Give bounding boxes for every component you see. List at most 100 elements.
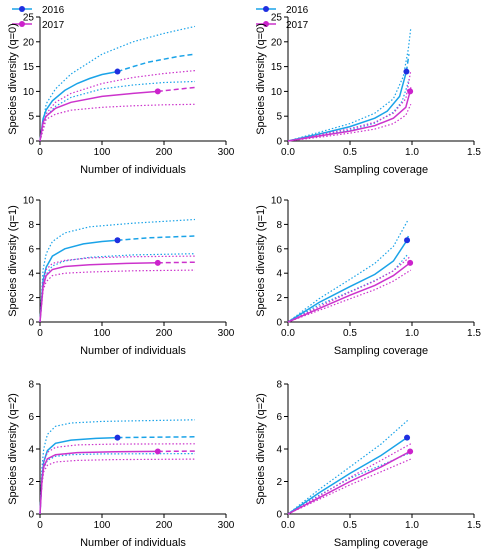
series-2017-interpolated xyxy=(287,262,411,323)
x-tick-label: 200 xyxy=(156,328,173,339)
y-tick-label: 2 xyxy=(28,293,34,304)
y-tick-label: 8 xyxy=(28,220,34,231)
x-tick-label: 0 xyxy=(37,520,43,531)
y-tick-label: 0 xyxy=(276,137,282,148)
x-tick-label: 0 xyxy=(37,147,43,158)
y-tick-label: 5 xyxy=(276,112,282,123)
y-axis-label: Species diversity (q=1) xyxy=(7,205,19,317)
y-tick-label: 15 xyxy=(23,62,35,73)
x-tick-label: 300 xyxy=(218,520,235,531)
x-tick-label: 1.5 xyxy=(467,328,481,339)
series-2016-observed-point xyxy=(404,237,411,244)
y-tick-label: 10 xyxy=(271,87,283,98)
x-axis-label: Sampling coverage xyxy=(334,164,428,176)
y-tick-label: 8 xyxy=(276,220,282,231)
x-tick-label: 1.0 xyxy=(405,520,419,531)
series-2017-observed-point xyxy=(154,448,161,455)
y-tick-label: 4 xyxy=(276,269,282,280)
series-2016-observed-point xyxy=(404,434,411,441)
x-tick-label: 100 xyxy=(94,147,111,158)
series-2017-upper-ci xyxy=(39,70,196,142)
y-tick-label: 0 xyxy=(28,510,34,521)
x-tick-label: 0.5 xyxy=(343,520,357,531)
y-tick-label: 6 xyxy=(28,412,34,423)
x-tick-label: 0.5 xyxy=(343,328,357,339)
series-2017-interpolated xyxy=(39,450,158,515)
y-tick-label: 6 xyxy=(276,412,282,423)
series-2016-observed-point xyxy=(114,68,121,75)
x-axis-label: Number of individuals xyxy=(80,345,186,357)
series-2017-observed-point xyxy=(407,259,414,266)
series-2016-interpolated xyxy=(287,71,408,142)
series-2017-lower-ci xyxy=(287,269,412,323)
series-2016-upper-ci xyxy=(39,419,196,515)
y-tick-label: 0 xyxy=(276,510,282,521)
y-tick-label: 10 xyxy=(271,196,283,207)
y-tick-label: 0 xyxy=(28,137,34,148)
series-2016-extrapolated xyxy=(117,436,196,439)
y-tick-label: 15 xyxy=(271,62,283,73)
legend-2016-label: 2016 xyxy=(286,5,309,16)
x-tick-label: 200 xyxy=(156,520,173,531)
series-2017-lower-ci xyxy=(287,104,412,142)
y-axis-label: Species diversity (q=1) xyxy=(255,205,267,317)
series-2017-extrapolated xyxy=(157,86,196,93)
legend-left: 2016 2017 xyxy=(12,5,65,31)
series-2017-observed-point xyxy=(154,88,161,95)
series-2017-lower-ci xyxy=(39,103,196,142)
legend-2017-marker xyxy=(263,21,269,27)
y-tick-label: 2 xyxy=(276,293,282,304)
series-2017-upper-ci xyxy=(287,255,412,323)
series-2016-upper-ci xyxy=(287,27,412,142)
series-2017-lower-ci xyxy=(39,458,196,515)
series-2016-interpolated xyxy=(287,239,408,323)
panel-p01: 0.0 0.5 1.0 1.5 0 5 10 15 20 25 Sampling coverage S… xyxy=(255,13,481,177)
series-2016-upper-ci xyxy=(287,419,409,515)
x-tick-label: 0 xyxy=(37,328,43,339)
series-2017-interpolated xyxy=(287,91,411,142)
x-axis-label: Number of individuals xyxy=(80,164,186,176)
legend-2017-label: 2017 xyxy=(42,20,65,31)
series-2016-upper-ci xyxy=(39,25,196,142)
y-axis-label: Species diversity (q=0) xyxy=(7,23,19,135)
y-tick-label: 5 xyxy=(28,112,34,123)
y-tick-label: 10 xyxy=(23,196,35,207)
series-2016-lower-ci xyxy=(39,80,196,142)
x-tick-label: 1.0 xyxy=(405,147,419,158)
y-tick-label: 0 xyxy=(276,318,282,329)
x-axis-label: Sampling coverage xyxy=(334,537,428,549)
y-tick-label: 0 xyxy=(28,318,34,329)
y-tick-label: 20 xyxy=(271,37,283,48)
y-tick-label: 2 xyxy=(276,477,282,488)
series-2017-interpolated xyxy=(39,90,158,142)
y-tick-label: 10 xyxy=(23,87,35,98)
series-2017-observed-point xyxy=(154,259,161,266)
panel-p11: 0.0 0.5 1.0 1.5 0 2 4 6 8 10 Sampling coverage Spec… xyxy=(255,196,481,358)
y-tick-label: 4 xyxy=(28,445,34,456)
panel-p20: 0 100 200 300 0 2 4 6 8 Number of individuals Spec… xyxy=(7,380,235,550)
series-2017-upper-ci xyxy=(287,70,412,142)
x-tick-label: 300 xyxy=(218,328,235,339)
legend-right: 2016 2017 xyxy=(256,5,309,31)
series-2016-extrapolated xyxy=(117,235,196,242)
x-axis-label: Sampling coverage xyxy=(334,345,428,357)
x-tick-label: 200 xyxy=(156,147,173,158)
legend-2017-label: 2017 xyxy=(286,20,309,31)
y-tick-label: 8 xyxy=(276,380,282,391)
series-2016-lower-ci xyxy=(39,253,196,323)
series-2017-observed-point xyxy=(407,88,414,95)
x-axis-label: Number of individuals xyxy=(80,537,186,549)
x-tick-label: 1.0 xyxy=(405,328,419,339)
series-2016-interpolated xyxy=(287,436,408,515)
x-tick-label: 0.0 xyxy=(281,328,295,339)
x-tick-label: 0.0 xyxy=(281,147,295,158)
x-tick-label: 0.0 xyxy=(281,520,295,531)
x-tick-label: 300 xyxy=(218,147,235,158)
x-tick-label: 100 xyxy=(94,328,111,339)
y-tick-label: 4 xyxy=(28,269,34,280)
series-2016-observed-point xyxy=(114,434,121,441)
x-tick-label: 1.5 xyxy=(467,520,481,531)
panel-p00: 0 100 200 300 0 5 10 15 20 25 Number of individual… xyxy=(7,13,235,177)
series-2016-interpolated xyxy=(39,239,118,323)
